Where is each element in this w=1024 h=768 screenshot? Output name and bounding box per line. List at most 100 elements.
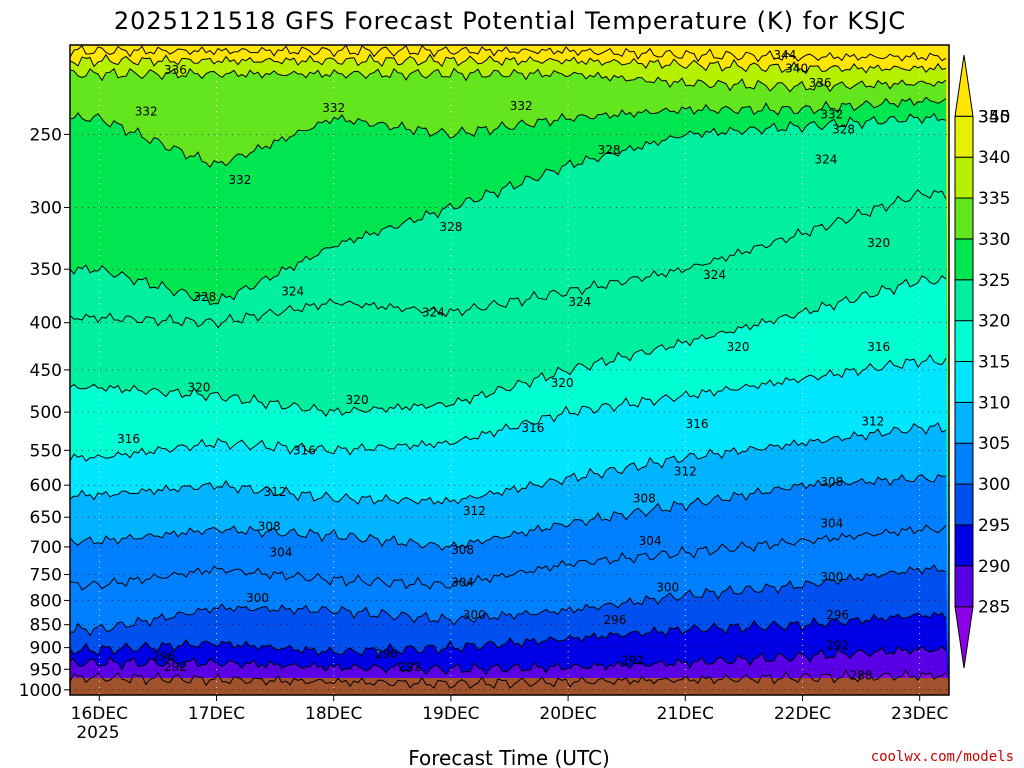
contour-label-296: 296 — [604, 613, 627, 627]
colorbar-segment — [954, 524, 974, 567]
credit-text: coolwx.com/models — [871, 749, 1014, 765]
contour-label-text: 320 — [867, 236, 890, 250]
x-tick-label: 16DEC — [71, 704, 128, 724]
isentrope-288 — [70, 669, 947, 690]
contour-label-316: 316 — [117, 432, 140, 446]
contour-label-text: 320 — [551, 376, 574, 390]
contour-label-332: 332 — [135, 104, 158, 118]
contour-label-text: 324 — [703, 268, 726, 282]
contour-label-text: 332 — [228, 173, 251, 187]
contour-label-text: 340 — [785, 61, 808, 75]
contour-label-340: 340 — [785, 61, 808, 75]
contour-label-332: 332 — [820, 108, 843, 122]
contour-label-308: 308 — [633, 491, 656, 505]
contour-label-text: 312 — [861, 415, 884, 429]
contour-label-text: 308 — [258, 519, 281, 533]
contour-label-332: 332 — [228, 173, 251, 187]
colorbar-segment — [954, 115, 974, 158]
contour-label-336: 336 — [809, 76, 832, 90]
colorbar: 285 290 295 300 305 310 315 320 325 330 335 340 3453… — [954, 54, 1010, 669]
contour-label-324: 324 — [281, 284, 304, 298]
contour-label-text: 328 — [439, 220, 462, 234]
y-tick-label: 850 — [30, 616, 62, 636]
isentrope-312 — [70, 422, 947, 505]
x-tick-label: 17DEC — [188, 704, 245, 724]
colorbar-label: 350 — [978, 107, 1010, 127]
colorbar-segment — [954, 565, 974, 608]
contour-label-text: 304 — [451, 575, 474, 589]
contour-label-308: 308 — [258, 519, 281, 533]
contour-label-316: 316 — [293, 443, 316, 457]
contour-label-text: 324 — [568, 295, 591, 309]
contour-label-text: 328 — [832, 123, 855, 137]
isentrope-332 — [70, 96, 947, 169]
contour-label-320: 320 — [551, 376, 574, 390]
contour-label-292: 292 — [164, 660, 187, 674]
isentrope-336 — [70, 67, 947, 93]
contour-label-text: 328 — [598, 143, 621, 157]
y-tick-label: 500 — [30, 403, 62, 423]
colorbar-label: 315 — [978, 353, 1010, 373]
contour-label-text: 304 — [639, 534, 662, 548]
contour-label-text: 288 — [850, 669, 873, 683]
contour-label-316: 316 — [867, 340, 890, 354]
contour-label-text: 328 — [193, 290, 216, 304]
y-tick-label: 950 — [30, 660, 62, 680]
contour-label-320: 320 — [867, 236, 890, 250]
contour-label-text: 296 — [375, 647, 398, 661]
colorbar-segment — [954, 279, 974, 322]
contour-label-292: 292 — [398, 660, 421, 674]
contour-label-336: 336 — [164, 63, 187, 77]
x-axis-label: Forecast Time (UTC) — [408, 746, 610, 768]
y-axis: 250 300 350 400 450 500 550 600 650 700 750 800 850 9… — [19, 125, 70, 701]
contour-label-text: 296 — [604, 613, 627, 627]
contour-label-text: 304 — [270, 546, 293, 560]
y-tick-label: 350 — [30, 260, 62, 280]
contour-label-text: 332 — [510, 99, 533, 113]
colorbar-segment — [954, 197, 974, 240]
contour-label-312: 312 — [264, 485, 287, 499]
contour-label-text: 300 — [463, 608, 486, 622]
contour-label-308: 308 — [820, 475, 843, 489]
contour-label-316: 316 — [686, 417, 709, 431]
isentrope-328 — [70, 112, 947, 306]
colorbar-label: 300 — [978, 475, 1010, 495]
colorbar-segment — [954, 156, 974, 199]
x-tick-label: 23DEC — [891, 704, 948, 724]
contour-label-text: 316 — [867, 340, 890, 354]
contour-label-296: 296 — [375, 647, 398, 661]
y-tick-label: 550 — [30, 441, 62, 461]
contour-label-304: 304 — [820, 516, 843, 530]
isentrope-300 — [70, 564, 947, 637]
y-tick-label: 700 — [30, 538, 62, 558]
plot-grid — [70, 45, 949, 695]
isentrope-308 — [70, 473, 947, 551]
contour-label-312: 312 — [674, 465, 697, 479]
contour-label-308: 308 — [451, 543, 474, 557]
y-tick-label: 400 — [30, 314, 62, 334]
contour-label-text: 312 — [264, 485, 287, 499]
isentrope-344 — [70, 45, 947, 63]
contour-label-text: 332 — [322, 101, 345, 115]
contour-label-320: 320 — [346, 393, 369, 407]
y-tick-label: 300 — [30, 198, 62, 218]
contour-label-text: 292 — [826, 638, 849, 652]
colorbar-label: 340 — [978, 148, 1010, 168]
y-tick-label: 450 — [30, 361, 62, 381]
contour-label-320: 320 — [727, 340, 750, 354]
contour-label-300: 300 — [656, 581, 679, 595]
x-tick-label: 21DEC — [657, 704, 714, 724]
isentrope-292 — [70, 646, 947, 676]
contour-label-text: 308 — [633, 491, 656, 505]
colorbar-label: 295 — [978, 516, 1010, 536]
contour-label-288: 288 — [850, 669, 873, 683]
colorbar-cap-top — [954, 54, 974, 117]
colorbar-segment — [954, 401, 974, 444]
y-tick-label: 250 — [30, 125, 62, 145]
x-tick-label: 22DEC — [774, 704, 831, 724]
isentrope-320 — [70, 275, 947, 418]
colorbar-label: 330 — [978, 230, 1010, 250]
contour-label-text: 292 — [164, 660, 187, 674]
isentrope-304 — [70, 524, 947, 591]
